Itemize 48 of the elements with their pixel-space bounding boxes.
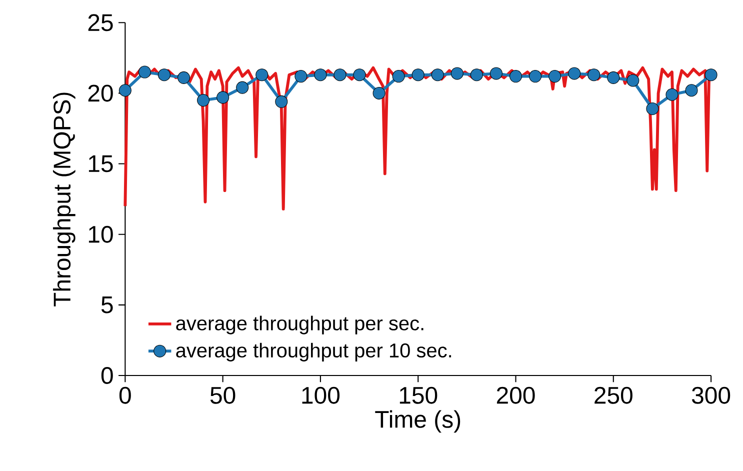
point <box>275 95 288 108</box>
point <box>450 67 464 80</box>
x-tick-label: 100 <box>302 386 340 404</box>
point <box>470 68 483 81</box>
y-tick-label: 15 <box>88 155 113 172</box>
y-tick-label: 25 <box>88 14 113 31</box>
x-tick-label: 50 <box>210 386 236 404</box>
point <box>158 68 170 81</box>
point <box>353 68 366 81</box>
point <box>490 67 502 80</box>
point <box>334 68 346 81</box>
point <box>412 68 424 81</box>
point <box>685 84 698 96</box>
y-tick-label: 0 <box>101 366 113 384</box>
x-tick-label: 250 <box>594 386 632 404</box>
y-tick-label: 5 <box>101 296 113 314</box>
x-axis-title: Time (s) <box>375 410 460 432</box>
point <box>294 70 308 82</box>
point <box>372 86 386 100</box>
point <box>197 94 210 106</box>
point <box>314 68 327 81</box>
point <box>704 68 718 81</box>
x-tick-label: 300 <box>692 386 730 404</box>
y-axis-title: Throughput (MQPS) <box>52 92 76 306</box>
point <box>118 84 132 96</box>
point <box>509 70 522 82</box>
point <box>392 70 405 82</box>
point <box>138 66 151 78</box>
point <box>236 81 249 94</box>
x-tick-label: 150 <box>400 386 438 404</box>
x-tick-label: 200 <box>496 386 535 404</box>
legend-label: average throughput per 10 sec. <box>176 342 452 362</box>
point <box>177 71 190 84</box>
legend-label: average throughput per sec. <box>176 316 424 334</box>
point <box>216 91 230 104</box>
point <box>646 102 659 115</box>
point <box>588 68 600 81</box>
point <box>626 74 640 87</box>
y-tick-label: 10 <box>88 226 113 243</box>
point <box>568 67 581 80</box>
point <box>529 70 542 82</box>
point <box>666 88 678 101</box>
x-tick-label: 0 <box>119 386 131 404</box>
point <box>256 68 268 81</box>
point <box>607 71 620 84</box>
y-tick-label: 20 <box>88 84 113 102</box>
point <box>431 68 444 81</box>
point <box>548 70 562 82</box>
